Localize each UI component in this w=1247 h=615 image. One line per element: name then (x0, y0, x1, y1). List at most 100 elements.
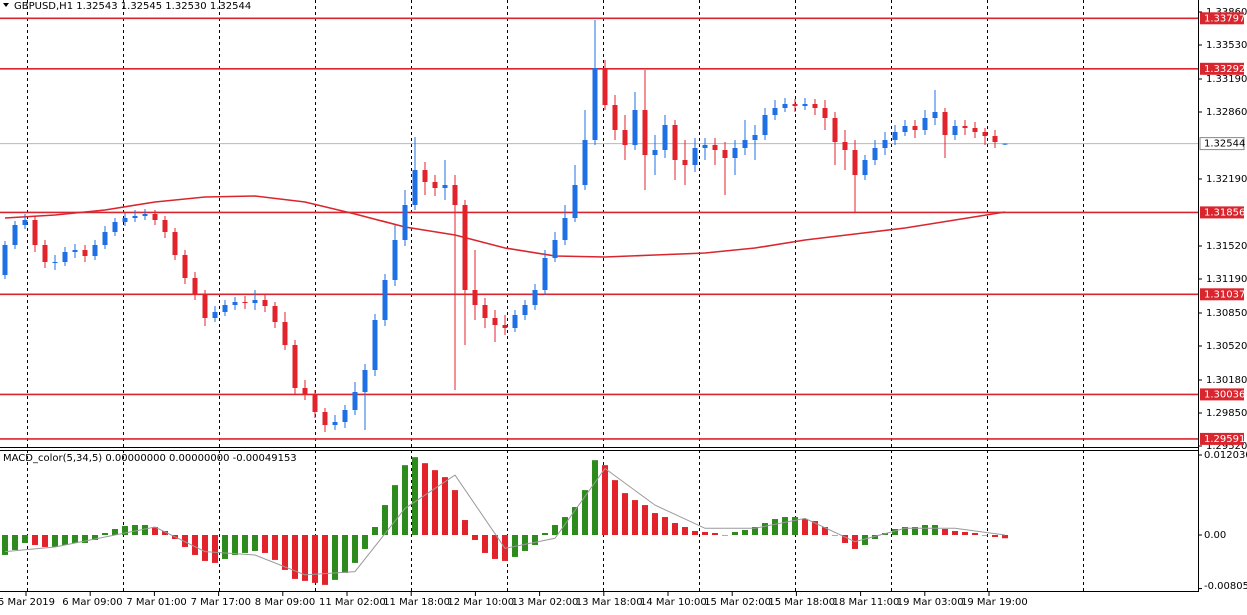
candle-body (462, 205, 468, 290)
x-tick-label: 6 Mar 09:00 (62, 597, 122, 608)
macd-bar (282, 535, 288, 570)
macd-bar (892, 529, 898, 535)
candle-body (702, 145, 708, 148)
candle-body (772, 108, 778, 115)
macd-bar (442, 477, 448, 535)
moving-average (4, 195, 1006, 258)
macd-bar (802, 519, 808, 535)
x-tick-label: 19 Mar 03:00 (897, 597, 964, 608)
candle-body (362, 370, 368, 392)
macd-bar (142, 525, 148, 535)
candle-body (522, 305, 528, 315)
candle-body (492, 318, 498, 325)
macd-bar (672, 523, 678, 535)
macd-bar (622, 493, 628, 535)
level-label-box (1200, 432, 1244, 445)
macd-bar (382, 505, 388, 535)
macd-bar (912, 527, 918, 535)
candle-body (292, 345, 298, 388)
macd-bar (902, 527, 908, 535)
macd-bar (232, 535, 238, 555)
macd-bar (972, 533, 978, 535)
macd-bar (82, 535, 88, 543)
candle-body (962, 126, 968, 128)
candle-body (1002, 143, 1008, 145)
candle-body (562, 218, 568, 240)
macd-bar (182, 535, 188, 547)
candle-body (422, 170, 428, 182)
candle-body (752, 135, 758, 140)
macd-bar (392, 485, 398, 535)
candle-body (972, 128, 978, 132)
y-tick-label: 1.32190 (1206, 174, 1247, 185)
x-tick-label: 19 Mar 19:00 (961, 597, 1028, 608)
macd-bar (112, 529, 118, 535)
candle-body (542, 258, 548, 290)
macd-bar (792, 517, 798, 535)
macd-bar (192, 535, 198, 555)
candle-body (612, 105, 618, 130)
macd-bar (682, 527, 688, 535)
macd-bar (462, 520, 468, 535)
candle-body (512, 315, 518, 328)
macd-bar (412, 457, 418, 535)
candle-body (142, 214, 148, 216)
level-label-box (1200, 12, 1244, 25)
y-tick-label: 1.31190 (1206, 274, 1247, 285)
candle-body (302, 388, 308, 395)
candle-body (982, 132, 988, 136)
candle-body (332, 422, 338, 425)
x-tick-label: 15 Mar 18:00 (768, 597, 835, 608)
x-tick-label: 14 Mar 10:00 (640, 597, 707, 608)
candle-body (622, 130, 628, 145)
candle-body (692, 148, 698, 165)
candle-body (272, 306, 278, 322)
y-tick-label: 1.32860 (1206, 107, 1247, 118)
macd-bar (772, 519, 778, 535)
candle-body (72, 250, 78, 252)
macd-bar (662, 517, 668, 535)
macd-bar (402, 465, 408, 535)
macd-bar (132, 525, 138, 535)
macd-bar (872, 535, 878, 539)
macd-bar (552, 525, 558, 535)
y-tick-label: -0.008054 (1204, 581, 1247, 592)
candle-body (932, 112, 938, 118)
macd-bar (432, 470, 438, 535)
candle-body (872, 148, 878, 160)
macd-bar (782, 517, 788, 535)
candle-body (402, 205, 408, 240)
macd-bar (122, 526, 128, 535)
candle-body (162, 220, 168, 232)
macd-bar (732, 532, 738, 535)
candle-body (192, 278, 198, 295)
macd-bar (102, 533, 108, 535)
candle-body (572, 185, 578, 218)
candle-body (472, 290, 478, 305)
y-tick-label: 1.29520 (1206, 441, 1247, 452)
candle-body (232, 302, 238, 305)
y-tick-label: 0.00 (1204, 530, 1226, 541)
level-label: 1.33797 (1204, 13, 1245, 24)
level-label: 1.33292 (1204, 64, 1245, 75)
macd-bar (742, 530, 748, 535)
candle-body (42, 245, 48, 262)
candle-body (382, 280, 388, 320)
macd-bar (702, 532, 708, 535)
x-tick-label: 5 Mar 2019 (0, 597, 55, 608)
candle-body (482, 305, 488, 318)
macd-bar (12, 535, 18, 550)
macd-bar (242, 535, 248, 553)
level-label: 1.31856 (1204, 207, 1245, 218)
y-tick-label: 1.30850 (1206, 308, 1247, 319)
macd-bar (472, 535, 478, 540)
x-tick-label: 11 Mar 18:00 (383, 597, 450, 608)
candle-body (82, 250, 88, 256)
macd-bar (292, 535, 298, 579)
candle-body (672, 125, 678, 160)
macd-bar (842, 535, 848, 543)
candle-body (172, 232, 178, 255)
candle-body (782, 104, 788, 108)
macd-bar (562, 517, 568, 535)
